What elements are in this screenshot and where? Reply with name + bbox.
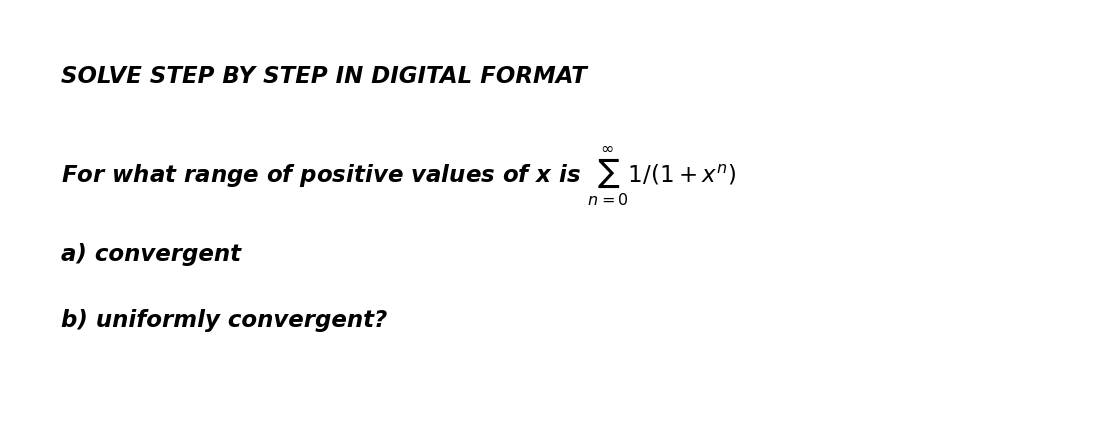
Text: For what range of positive values of x is $\sum_{n=0}^{\infty} 1/(1 + x^n)$: For what range of positive values of x i… (61, 144, 736, 208)
Text: b) uniformly convergent?: b) uniformly convergent? (61, 309, 388, 332)
Text: a) convergent: a) convergent (61, 244, 241, 266)
Text: SOLVE STEP BY STEP IN DIGITAL FORMAT: SOLVE STEP BY STEP IN DIGITAL FORMAT (61, 65, 588, 88)
